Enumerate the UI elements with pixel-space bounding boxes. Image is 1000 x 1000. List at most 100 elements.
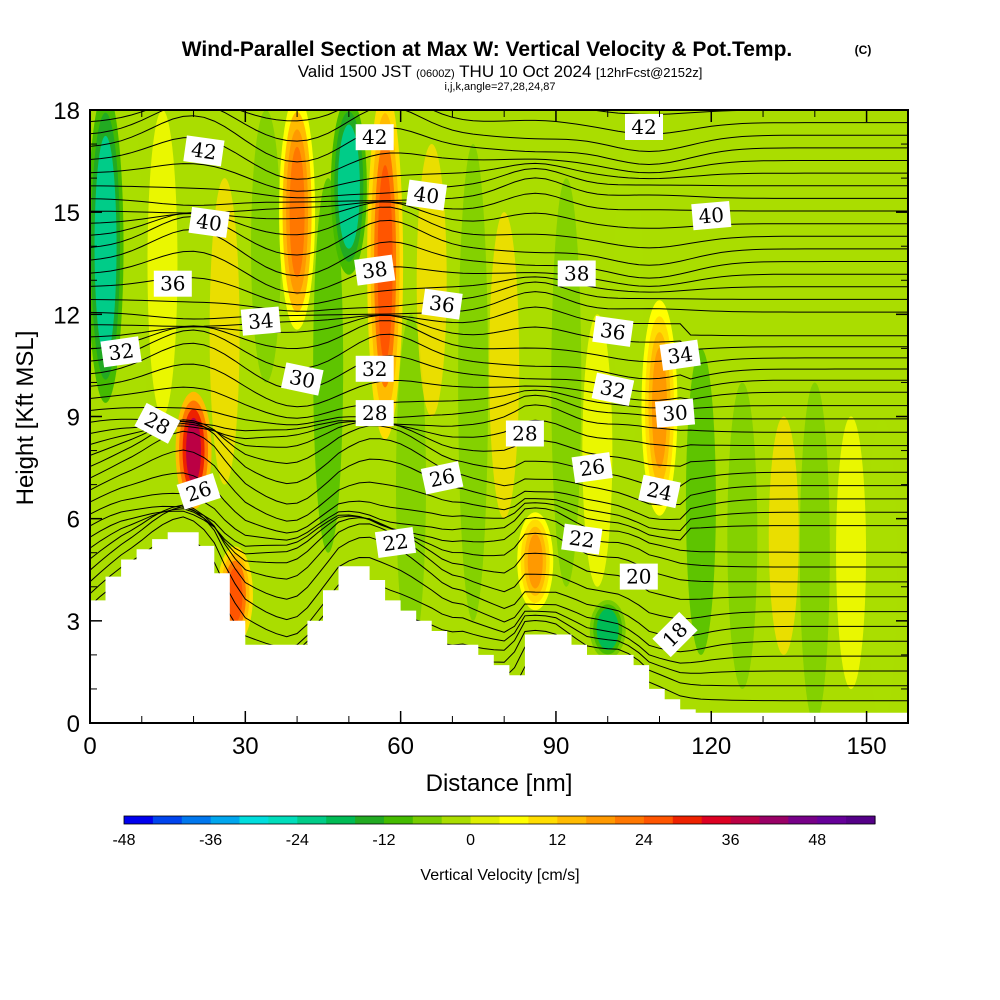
colorbar-swatch [412,816,443,824]
isentrope-label-text: 32 [598,375,628,404]
colorbar-swatch [239,816,269,824]
isentrope-label-text: 22 [568,525,597,552]
isentrope-label: 24 [638,474,681,509]
isentrope-label-box [654,398,696,428]
velocity-texture-band [251,110,282,383]
valid-prefix: Valid 1500 JST [298,62,412,81]
colorbar-tick-label: 36 [722,832,740,849]
colorbar-swatch [210,816,241,824]
x-tick-label: 0 [83,733,96,760]
isentrope-label-text: 24 [645,477,675,506]
colorbar-tick-label: 0 [466,832,475,849]
colorbar-tick-label: 48 [808,832,826,849]
forecast-info: [12hrFcst@2152z] [596,65,702,80]
isentrope-label-text: 34 [666,342,695,369]
isentrope-label: 40 [188,206,230,238]
colorbar-swatch [701,816,732,824]
plot-area: 42 42 42 40 40 40 38 38 36 36 36 34 34 32 32 32 30 30 28 28… [90,110,908,723]
isentrope-line [90,276,908,306]
colorbar-swatch [730,816,761,824]
isentrope-label: 18 [652,611,698,658]
chart-title: Wind-Parallel Section at Max W: Vertical… [182,38,793,61]
isentrope-label: 34 [659,339,701,371]
colorbar-swatch [759,816,789,824]
velocity-texture-band [313,178,344,553]
isentrope-label-text: 36 [599,318,628,345]
isentrope-label: 36 [421,288,463,320]
valid-date: THU 10 Oct 2024 [459,62,591,81]
velocity-texture-band [685,348,716,655]
isentrope-line [90,363,908,408]
x-tick-label: 90 [543,733,570,760]
isentrope-label-text: 42 [631,115,656,139]
isentrope-line [90,419,908,448]
isentrope-label-text: 28 [362,401,387,425]
isentrope-label-box [240,306,281,336]
isentrope-label: 34 [240,306,281,336]
isentrope-line [90,492,908,553]
isentrope-label-box [561,523,603,555]
isentrope-label: 42 [625,114,663,140]
copyright-mark: (C) [855,43,872,57]
isentrope-label: 22 [374,526,417,559]
velocity-texture-band [836,416,867,689]
isentrope-label: 28 [505,420,544,447]
velocity-texture-band [395,314,426,655]
isentrope-line [90,342,908,393]
isentrope-label-box [134,402,181,444]
isentrope-line [90,291,908,320]
colorbar-swatch [557,816,587,824]
isentrope-label-text: 28 [512,422,537,446]
colorbar-tick-label: -12 [372,832,395,849]
grid-indices: i,j,k,angle=27,28,24,87 [444,81,555,93]
y-tick-label: 12 [53,302,80,329]
downdraft-contour [341,137,357,236]
isentrope-label-text: 22 [381,529,410,556]
colorbar-tick-label: -36 [199,832,222,849]
isentrope-label-text: 34 [247,308,274,334]
colorbar-swatch [124,816,154,824]
isentrope-line [90,250,908,294]
colorbar-tick-label: 12 [548,832,566,849]
isentrope-label-text: 26 [427,463,457,492]
isentrope-label-box [281,362,324,396]
colorbar-swatch [326,816,356,824]
colorbar-swatch [181,816,212,824]
isentrope-line [90,162,908,192]
x-tick-label: 120 [691,733,731,760]
y-tick-label: 9 [67,405,80,432]
isentrope-label-text: 30 [661,400,688,426]
x-tick-label: 60 [387,733,414,760]
valid-time-line: Valid 1500 JST (0600Z) THU 10 Oct 2024 [… [298,62,703,81]
isentrope-label-box [592,315,634,347]
isentrope-label-text: 38 [360,256,389,283]
colorbar-swatch [788,816,818,824]
colorbar-swatch [672,816,703,824]
colorbar-frame [123,815,876,825]
isentrope-label-text: 40 [698,203,725,229]
updraft-contour [289,146,305,278]
isentrope-line [90,505,908,568]
isentrope-line [90,516,908,653]
colorbar-swatch [470,816,501,824]
colorbar-swatch [441,816,472,824]
isentrope-label: 38 [354,254,396,286]
colorbar-swatch [586,816,616,824]
isentrope-label-box [652,611,698,658]
downdraft-contour [98,159,114,334]
isentrope-line [90,136,908,180]
colorbar-swatch [384,816,414,824]
colorbar-swatch [615,816,645,824]
velocity-texture-band [799,382,830,723]
isentrope-line [90,449,908,532]
isentrope-label: 32 [355,355,394,382]
isentrope-label: 26 [571,452,613,484]
isentrope-line [90,430,908,521]
isentrope-label-box [638,474,681,509]
x-tick-label: 150 [847,733,887,760]
isentrope-label-text: 32 [107,338,136,365]
isentrope-label-text: 36 [160,272,185,296]
isentrope-label-box [153,270,192,297]
terrain-mask [90,532,908,723]
isentrope-label: 30 [654,398,696,428]
